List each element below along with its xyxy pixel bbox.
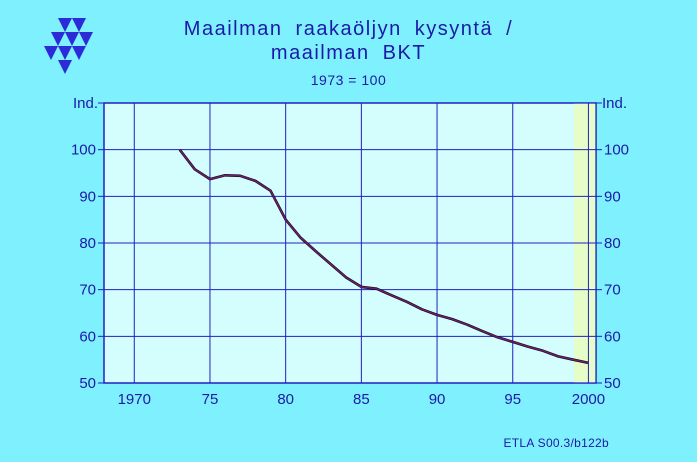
y-tick-label-left: 100 — [71, 142, 96, 159]
y-tick-label-left: 70 — [79, 282, 96, 299]
etla-logo-icon — [44, 18, 93, 74]
y-tick-label-right: 80 — [604, 235, 621, 252]
y-tick-label-right: 50 — [604, 375, 621, 392]
x-tick-label: 1970 — [118, 391, 151, 408]
y-tick-label-left: 90 — [79, 188, 96, 205]
x-tick-label: 90 — [429, 391, 446, 408]
y-tick-label-right: 70 — [604, 282, 621, 299]
y-axis-label-right: Ind. — [602, 95, 627, 112]
series-layer — [178, 148, 589, 365]
y-tick-label-right: 90 — [604, 188, 621, 205]
y-tick-label-right: 60 — [604, 328, 621, 345]
chart-title-line-1: Maailman raakaöljyn kysyntä / — [183, 18, 514, 40]
x-tick-label: 95 — [504, 391, 521, 408]
y-tick-label-left: 60 — [79, 328, 96, 345]
source-label: ETLA S00.3/b122b — [503, 436, 609, 450]
y-tick-label-left: 80 — [79, 235, 96, 252]
x-tick-label: 2000 — [572, 391, 605, 408]
y-tick-label-right: 100 — [604, 142, 629, 159]
x-tick-label: 80 — [277, 391, 294, 408]
y-tick-label-left: 50 — [79, 375, 96, 392]
series-line — [179, 149, 589, 364]
grid — [98, 102, 602, 384]
y-axis-label-left: Ind. — [73, 95, 98, 112]
chart-title-line-2: maailman BKT — [270, 42, 427, 64]
x-tick-label: 75 — [202, 391, 219, 408]
x-tick-label: 85 — [353, 391, 370, 408]
chart-subtitle: 1973 = 100 — [310, 72, 387, 88]
